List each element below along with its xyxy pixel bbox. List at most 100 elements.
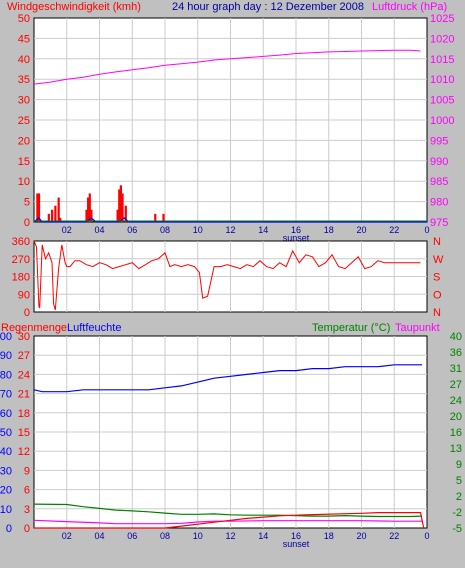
temperature-y-tick-label: 36 [450, 347, 462, 359]
x-tick-label: 10 [193, 531, 203, 541]
pressure-y-tick-label: 985 [430, 176, 448, 188]
x-tick-label: 18 [324, 531, 334, 541]
rain-y-tick-label: 24 [18, 369, 30, 381]
wind-y-tick-label: 45 [18, 33, 30, 45]
pressure-y-tick-label: 995 [430, 135, 448, 147]
wind-gust-bar [116, 209, 119, 222]
x-tick-label: 14 [258, 225, 268, 235]
humidity-line [33, 364, 423, 393]
x-tick-label: 20 [356, 225, 366, 235]
x-tick-label: 22 [389, 531, 399, 541]
rain-y-tick-label: 15 [18, 427, 30, 439]
wind-gust-bar [51, 209, 54, 222]
temperature-axis-title: Temperatur (°C) [312, 322, 390, 334]
wind-gust-bar [88, 193, 91, 222]
x-tick-label: 20 [356, 531, 366, 541]
x-tick-label: 0 [424, 531, 429, 541]
direction-compass-label: N [433, 236, 441, 248]
wind-y-tick-label: 20 [18, 135, 30, 147]
x-tick-label: 02 [62, 225, 72, 235]
x-tick-label: 12 [225, 225, 235, 235]
temperature-y-tick-label: 27 [450, 379, 462, 391]
wind-y-tick-label: 15 [18, 156, 30, 168]
wind-gust-bar [37, 193, 41, 222]
x-tick-label: 16 [291, 531, 301, 541]
pressure-y-tick-label: 1020 [430, 33, 454, 45]
wind-gust-bar [57, 197, 60, 222]
pressure-y-tick-label: 1015 [430, 54, 454, 66]
direction-y-tick-label: 90 [18, 289, 30, 301]
wind-y-tick-label: 10 [18, 176, 30, 188]
sunset-label: sunset [283, 539, 310, 549]
rain-y-tick-label: 30 [18, 331, 30, 343]
pressure-y-tick-label: 1005 [430, 95, 454, 107]
x-tick-label: 22 [389, 225, 399, 235]
rain-y-tick-label: 27 [18, 350, 30, 362]
temperature-y-tick-label: 13 [450, 443, 462, 455]
wind-gust-bar [87, 197, 90, 222]
temperature-line [33, 503, 423, 518]
wind-y-tick-label: 25 [18, 115, 30, 127]
wind-y-tick-label: 0 [24, 217, 30, 229]
rain-y-tick-label: 6 [24, 485, 30, 497]
x-tick-label: 16 [291, 225, 301, 235]
wind-gust-bar [85, 209, 88, 222]
x-tick-label: 12 [225, 531, 235, 541]
pressure-axis-title: Luftdruck (hPa) [372, 1, 447, 13]
x-tick-label: 06 [127, 531, 137, 541]
wind-y-tick-label: 30 [18, 95, 30, 107]
direction-y-tick-label: 360 [12, 236, 30, 248]
pressure-y-tick-label: 990 [430, 156, 448, 168]
temperature-y-tick-label: -5 [452, 523, 462, 535]
wind-y-tick-label: 35 [18, 74, 30, 86]
rain-y-tick-label: 3 [24, 504, 30, 516]
x-tick-label: 08 [160, 225, 170, 235]
temperature-y-tick-label: 20 [450, 411, 462, 423]
x-tick-label: 02 [62, 531, 72, 541]
direction-compass-label: O [433, 289, 442, 301]
temperature-y-tick-label: -2 [452, 507, 462, 519]
wind-gust-bar [54, 205, 57, 222]
wind-direction-line [33, 240, 421, 311]
x-tick-label: 04 [94, 531, 104, 541]
wind-gust-bar [118, 189, 121, 222]
wind-y-tick-label: 40 [18, 54, 30, 66]
x-tick-label: 08 [160, 531, 170, 541]
wind-axis-title: Windgeschwindigkeit (kmh) [7, 1, 141, 13]
wind-gust-bar [154, 213, 157, 222]
humidity-y-tick-label: 100 [0, 331, 12, 343]
temperature-y-tick-label: 31 [450, 363, 462, 375]
wind-gust-bar [59, 217, 62, 222]
pressure-y-tick-label: 1000 [430, 115, 454, 127]
temperature-y-tick-label: 2 [456, 491, 462, 503]
x-tick-label: 10 [193, 225, 203, 235]
direction-compass-label: W [433, 254, 444, 266]
wind-gust-bar [119, 185, 122, 222]
temperature-y-tick-label: 24 [450, 395, 462, 407]
rain-y-tick-label: 9 [24, 465, 30, 477]
temperature-y-tick-label: 5 [456, 475, 462, 487]
rain-y-tick-label: 12 [18, 446, 30, 458]
x-tick-label: 04 [94, 225, 104, 235]
direction-y-tick-label: 180 [12, 272, 30, 284]
pressure-y-tick-label: 975 [430, 217, 448, 229]
humidity-y-tick-label: 40 [0, 446, 12, 458]
humidity-y-tick-label: 10 [0, 504, 12, 516]
wind-gust-bar [162, 213, 165, 222]
wind-y-tick-label: 5 [24, 197, 30, 209]
humidity-y-tick-label: 90 [0, 350, 12, 362]
pressure-y-tick-label: 1010 [430, 74, 454, 86]
rain-y-tick-label: 18 [18, 408, 30, 420]
x-tick-label: 14 [258, 531, 268, 541]
temperature-y-tick-label: 16 [450, 427, 462, 439]
pressure-y-tick-label: 980 [430, 197, 448, 209]
dewpoint-line [33, 519, 423, 525]
wind-y-tick-label: 50 [18, 13, 30, 25]
wind-gust-bar [124, 205, 127, 222]
direction-compass-label: N [433, 307, 441, 319]
x-tick-label: 06 [127, 225, 137, 235]
direction-y-tick-label: 0 [24, 307, 30, 319]
pressure-line [33, 49, 421, 85]
